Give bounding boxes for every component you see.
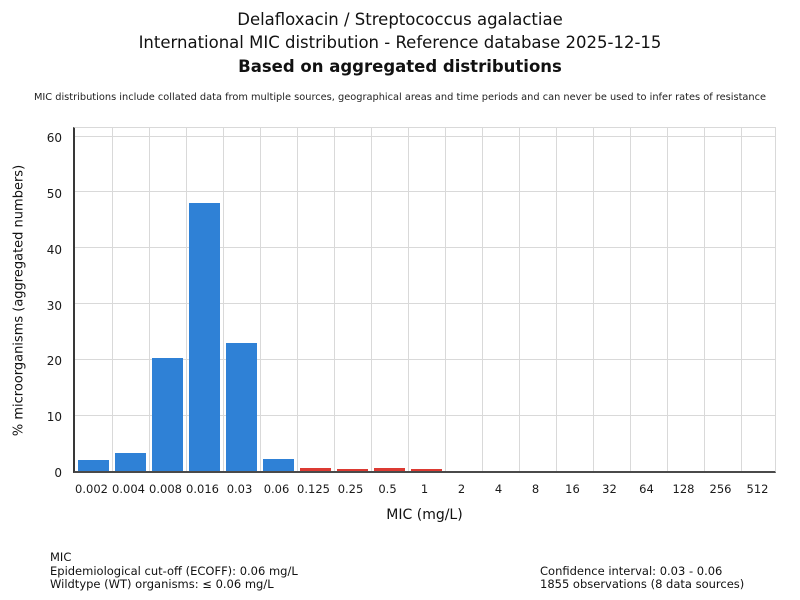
x-tick-label-512: 512 <box>746 482 769 496</box>
gridline-x-18 <box>740 128 742 471</box>
x-tick-label-0.125: 0.125 <box>297 482 330 496</box>
y-tick-label-0: 0 <box>54 466 62 480</box>
y-tick-label-20: 20 <box>46 354 62 369</box>
gridline-x-3 <box>185 128 187 471</box>
bar-0.004 <box>115 452 146 471</box>
disclaimer-text: MIC distributions include collated data … <box>33 92 767 103</box>
x-tick-label-32: 32 <box>602 482 617 496</box>
bar-0.5 <box>374 468 405 471</box>
x-tick-label-0.25: 0.25 <box>337 482 364 496</box>
y-tick-label-60: 60 <box>46 131 62 146</box>
gridline-x-16 <box>666 128 668 471</box>
x-tick-label-0.5: 0.5 <box>378 482 397 496</box>
x-tick-label-4: 4 <box>494 482 503 496</box>
bar-0.06 <box>263 459 294 471</box>
gridline-y-10 <box>75 414 775 416</box>
chart-subtitle-aggregated: Based on aggregated distributions <box>238 57 562 76</box>
gridline-x-11 <box>481 128 483 471</box>
gridline-y-40 <box>75 247 775 249</box>
bar-0.03 <box>226 343 257 471</box>
x-tick-label-0.008: 0.008 <box>149 482 182 496</box>
x-tick-label-2: 2 <box>457 482 466 496</box>
footer-left-line-3: Wildtype (WT) organisms: ≤ 0.06 mg/L <box>50 577 274 591</box>
gridline-x-12 <box>518 128 520 471</box>
y-tick-label-10: 10 <box>46 410 62 425</box>
x-tick-label-1: 1 <box>420 482 429 496</box>
gridline-x-7 <box>333 128 335 471</box>
x-tick-label-256: 256 <box>709 482 732 496</box>
bar-1 <box>411 469 442 471</box>
gridline-x-6 <box>296 128 298 471</box>
gridline-x-13 <box>555 128 557 471</box>
gridline-y-50 <box>75 191 775 193</box>
gridline-x-1 <box>111 128 113 471</box>
footer-right-line-2: 1855 observations (8 data sources) <box>540 577 745 591</box>
gridline-x-10 <box>444 128 446 471</box>
plot-area <box>73 127 776 473</box>
bar-0.016 <box>189 202 220 471</box>
y-tick-label-40: 40 <box>46 242 62 257</box>
gridline-y-30 <box>75 303 775 305</box>
x-tick-label-0.004: 0.004 <box>112 482 145 496</box>
bar-0.125 <box>300 468 331 471</box>
bar-0.008 <box>152 357 183 471</box>
x-tick-label-0.03: 0.03 <box>226 482 253 496</box>
gridline-x-5 <box>259 128 261 471</box>
x-tick-label-0.06: 0.06 <box>263 482 290 496</box>
footer-left-line-2: Epidemiological cut-off (ECOFF): 0.06 mg… <box>50 563 298 578</box>
bar-0.002 <box>78 459 109 471</box>
chart-title: Delafloxacin / Streptococcus agalactiae <box>237 10 563 29</box>
gridline-x-8 <box>370 128 372 471</box>
x-tick-label-16: 16 <box>565 482 580 496</box>
gridline-x-2 <box>148 128 150 471</box>
bar-0.25 <box>337 469 368 471</box>
gridline-y-20 <box>75 358 775 360</box>
x-tick-label-64: 64 <box>639 482 654 496</box>
x-tick-label-0.016: 0.016 <box>186 482 219 496</box>
gridline-x-4 <box>222 128 224 471</box>
x-axis-label: MIC (mg/L) <box>386 507 463 523</box>
footer-confidence-block: Confidence interval: 0.03 - 0.06 1855 obs… <box>540 563 745 592</box>
x-tick-label-8: 8 <box>531 482 540 496</box>
footer-ecoff-block: MIC Epidemiological cut-off (ECOFF): 0.06… <box>50 550 298 592</box>
x-tick-label-0.002: 0.002 <box>75 482 108 496</box>
gridline-x-14 <box>592 128 594 471</box>
gridline-x-15 <box>629 128 631 471</box>
x-tick-label-128: 128 <box>672 482 695 496</box>
gridline-x-17 <box>703 128 705 471</box>
footer-right-line-1: Confidence interval: 0.03 - 0.06 <box>540 563 723 578</box>
y-tick-label-50: 50 <box>46 186 62 201</box>
footer-left-line-1: MIC <box>50 550 72 564</box>
gridline-x-9 <box>407 128 409 471</box>
chart-subtitle: International MIC distribution - Referen… <box>138 33 662 52</box>
chart-header: Delafloxacin / Streptococcus agalactiae … <box>0 0 800 103</box>
y-tick-label-30: 30 <box>46 298 62 313</box>
gridline-y-60 <box>75 135 775 137</box>
